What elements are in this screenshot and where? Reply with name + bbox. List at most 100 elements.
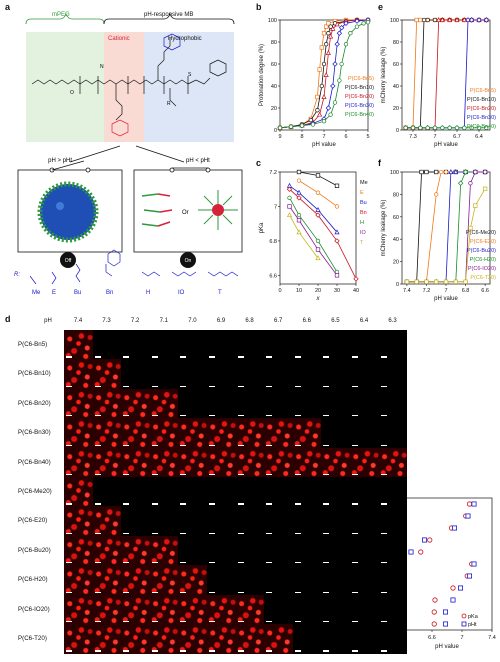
- scale-bar: [266, 385, 273, 387]
- data-point: [448, 169, 454, 174]
- data-point: [330, 25, 336, 31]
- microscopy-cell: [321, 388, 350, 419]
- scale-bar: [294, 503, 301, 505]
- legend-entry: P(C6-H20): [470, 257, 496, 263]
- scale-bar: [294, 444, 301, 446]
- data-point: [330, 83, 336, 89]
- mpeg-brace: [25, 12, 105, 25]
- series-line-2: [289, 185, 338, 233]
- microscopy-cell: [235, 388, 265, 419]
- pka-point: [418, 549, 424, 555]
- data-point: [434, 169, 439, 175]
- scale-bar: [180, 650, 187, 652]
- microscopy-cell: [92, 506, 122, 536]
- microscopy-cell: [321, 535, 350, 566]
- data-point: [332, 61, 338, 67]
- data-point: [321, 94, 327, 99]
- scale-bar: [123, 562, 130, 564]
- data-point: [325, 50, 331, 55]
- data-point: [321, 119, 327, 124]
- x-tick-label: 7.3: [409, 134, 417, 140]
- y-axis-label: Protonation degree (%): [259, 44, 265, 106]
- substituent-bu: Bu: [74, 290, 81, 296]
- micelle-corona: [37, 181, 99, 243]
- data-point: [425, 125, 430, 130]
- data-point: [468, 17, 475, 23]
- scale-bar: [66, 591, 72, 593]
- microscopy-cell: [149, 624, 179, 654]
- legend-entry: P(C6-Bn40): [467, 124, 496, 130]
- scale-bar: [380, 503, 387, 505]
- x-axis-label: x: [316, 296, 321, 302]
- scale-bar: [352, 503, 358, 505]
- scale-bar: [380, 415, 387, 417]
- data-point: [354, 24, 360, 29]
- x-tick-label: 6: [344, 134, 347, 140]
- row-label: P(C6-Bn20): [18, 399, 51, 407]
- arrow-high-ph: [69, 145, 121, 163]
- data-point: [469, 125, 474, 130]
- scale-bar: [209, 385, 215, 387]
- microscopy-cell: [378, 388, 408, 419]
- ph-column-header: 7.3: [102, 318, 111, 324]
- scale-bar: [180, 356, 187, 358]
- y-tick-label: 80: [271, 40, 277, 46]
- microscopy-cell: [235, 418, 265, 448]
- data-point: [476, 17, 482, 23]
- y-tick-label: 20: [271, 106, 277, 112]
- microscopy-cell: [207, 506, 236, 536]
- piperidine-top: [163, 33, 181, 51]
- data-point: [321, 31, 327, 36]
- microscopy-cell: [292, 447, 322, 478]
- switch-on-icon: [169, 167, 211, 173]
- microscopy-cell: [178, 447, 207, 478]
- data-point: [419, 169, 424, 175]
- data-point: [453, 169, 459, 174]
- x-tick-label: 10: [296, 288, 302, 294]
- microscopy-cell: [178, 594, 207, 625]
- data-point: [462, 125, 467, 130]
- ph-column-header: 7.2: [131, 318, 140, 324]
- microscopy-cell: [149, 418, 179, 448]
- r-substituent-structures: [29, 249, 239, 285]
- scale-bar: [94, 591, 101, 593]
- scale-bar: [66, 650, 72, 652]
- legend-entry: P(C6-E20): [470, 239, 496, 245]
- microscopy-cell: [321, 447, 350, 478]
- scale-bar: [380, 591, 387, 593]
- microscopy-cell: [292, 477, 322, 507]
- data-point: [315, 255, 321, 261]
- scale-bar: [380, 562, 387, 564]
- microscopy-cell: [264, 359, 293, 389]
- y-tick-label: 100: [390, 18, 399, 24]
- microscopy-cell: [292, 594, 322, 625]
- series-line-5: [406, 188, 486, 283]
- x-axis-label: pH value: [434, 142, 458, 148]
- microscopy-cell: [121, 418, 150, 448]
- data-point: [296, 229, 302, 235]
- legend-pka-marker: [461, 613, 467, 619]
- chart-b-protonation: 9 8 7 6 5 0 20 40 60 80 100 pH value Protonation deg…: [259, 17, 374, 148]
- condition-low-label: pH < pHt: [186, 158, 210, 164]
- or-label: Or: [182, 210, 189, 216]
- legend-entry: P(C6-T20): [470, 275, 496, 281]
- legend-pka-label: pKa: [468, 614, 479, 620]
- x-tick-label: 6.4: [475, 134, 483, 140]
- scale-bar: [323, 473, 330, 476]
- ph-column-header: 7.1: [159, 318, 168, 324]
- x-tick-label: 7.4: [488, 635, 496, 641]
- scale-bar: [180, 385, 187, 387]
- chart-f-leakage: 7.4 7.2 7 6.8 6.6 0 20 40 60 80 100 pH value mCherry…: [381, 169, 496, 302]
- scale-bar: [266, 620, 273, 623]
- microscopy-cell: [207, 359, 236, 389]
- scale-bar: [352, 415, 358, 417]
- microscopy-cell: [321, 594, 350, 625]
- microscopy-cell: [207, 624, 236, 654]
- scale-bar: [66, 415, 72, 417]
- scale-bar: [151, 415, 158, 417]
- data-point: [348, 31, 353, 36]
- scale-bar: [352, 444, 358, 446]
- row-label: P(C6-Bn40): [18, 458, 51, 466]
- microscopy-cell: [350, 477, 379, 507]
- microscopy-cell: [235, 477, 265, 507]
